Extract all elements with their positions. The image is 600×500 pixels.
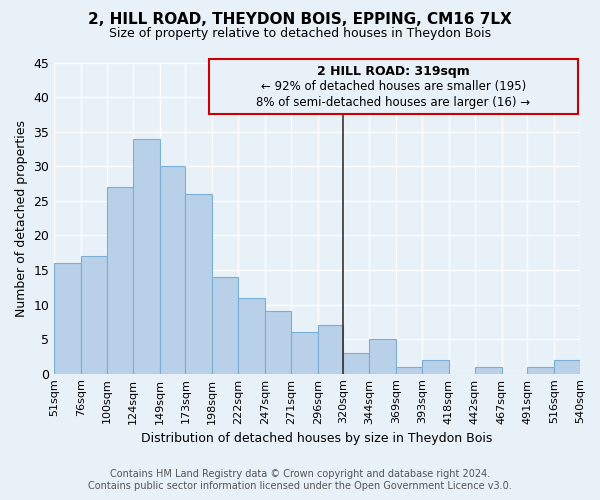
Bar (265, 312, 291, 374)
Bar (422, 360, 449, 374)
Bar (343, 353, 369, 374)
FancyBboxPatch shape (209, 59, 578, 114)
Bar (54, 263, 81, 374)
Text: 2, HILL ROAD, THEYDON BOIS, EPPING, CM16 7LX: 2, HILL ROAD, THEYDON BOIS, EPPING, CM16… (88, 12, 512, 28)
Bar (160, 166, 185, 374)
Text: 2 HILL ROAD: 319sqm: 2 HILL ROAD: 319sqm (317, 64, 470, 78)
Text: 8% of semi-detached houses are larger (16) →: 8% of semi-detached houses are larger (1… (256, 96, 530, 108)
Bar (291, 332, 317, 374)
Text: Size of property relative to detached houses in Theydon Bois: Size of property relative to detached ho… (109, 28, 491, 40)
Text: Contains HM Land Registry data © Crown copyright and database right 2024.
Contai: Contains HM Land Registry data © Crown c… (88, 470, 512, 491)
Bar (107, 187, 133, 374)
Bar (527, 367, 554, 374)
Bar (554, 360, 580, 374)
Bar (238, 298, 265, 374)
Bar (185, 194, 212, 374)
Text: ← 92% of detached houses are smaller (195): ← 92% of detached houses are smaller (19… (261, 80, 526, 93)
Bar (396, 367, 422, 374)
Bar (81, 256, 107, 374)
Bar (212, 277, 238, 374)
Y-axis label: Number of detached properties: Number of detached properties (15, 120, 28, 316)
Bar (317, 326, 343, 374)
X-axis label: Distribution of detached houses by size in Theydon Bois: Distribution of detached houses by size … (142, 432, 493, 445)
Bar (475, 367, 502, 374)
Bar (369, 339, 396, 374)
Bar (133, 138, 160, 374)
